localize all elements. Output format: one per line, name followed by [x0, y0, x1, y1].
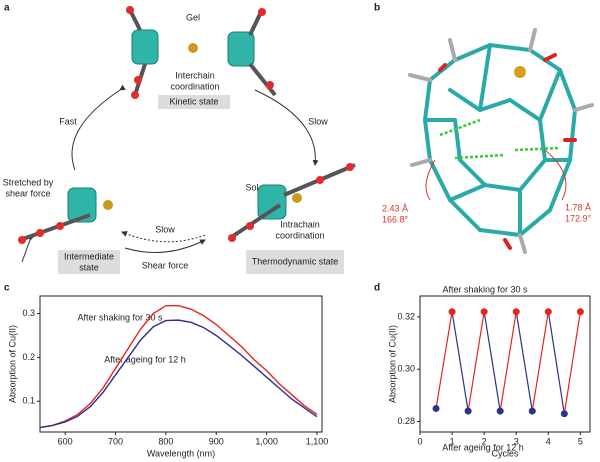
- series-label: After ageing for 12 h: [442, 442, 524, 452]
- y-tick-label: 0.3: [22, 308, 35, 318]
- pointer: [544, 149, 567, 201]
- point: [496, 407, 504, 415]
- y-axis-label: Absorption of Cu(II): [7, 325, 17, 403]
- label: Intrachain: [280, 219, 320, 229]
- x-tick-label: 800: [158, 436, 173, 446]
- point: [576, 308, 584, 316]
- label: Kinetic state: [169, 96, 218, 106]
- x-tick-label: 2: [482, 436, 487, 446]
- arrow: [254, 89, 319, 166]
- x-tick-label: 1,100: [306, 436, 329, 446]
- y-tick-label: 0.32: [397, 311, 415, 321]
- arrow: [124, 239, 206, 253]
- panel-label: a: [4, 3, 10, 14]
- label: Stretched by: [3, 177, 54, 187]
- cylinders: [67, 29, 287, 223]
- point: [560, 410, 568, 418]
- x-tick-label: 5: [578, 436, 583, 446]
- label: 166.8°: [382, 214, 409, 224]
- x-tick-label: 3: [514, 436, 519, 446]
- point: [512, 308, 520, 316]
- series-line: [39, 319, 318, 429]
- y-tick-label: 0.30: [397, 364, 415, 374]
- point: [448, 308, 456, 316]
- x-tick-label: 600: [58, 436, 73, 446]
- label: Interchain: [175, 70, 215, 80]
- label: Fast: [59, 116, 77, 126]
- x-axis-label: Wavelength (nm): [147, 448, 215, 458]
- hydrogens: [408, 28, 594, 254]
- panel-label: d: [374, 283, 380, 294]
- point: [544, 308, 552, 316]
- copper: [514, 66, 526, 78]
- label: Intermediate: [64, 251, 114, 261]
- copper: [103, 43, 302, 210]
- y-tick-label: 0.28: [397, 416, 415, 426]
- point: [528, 407, 536, 415]
- label: Gel: [186, 12, 200, 22]
- x-tick-label: 1,000: [255, 436, 278, 446]
- series-label: After ageing for 12 h: [104, 354, 186, 364]
- y-tick-label: 0.1: [22, 396, 35, 406]
- label-box: [158, 95, 230, 109]
- x-tick-label: 1: [450, 436, 455, 446]
- diagram-b: 2.43 Å 166.8° 1.78 Å 172.9°: [382, 28, 594, 254]
- series-label: After shaking for 30 s: [77, 312, 163, 322]
- label-box: [58, 250, 120, 274]
- panel-label: b: [374, 3, 380, 14]
- beads: [18, 6, 354, 244]
- arrow: [21, 234, 35, 263]
- connector: [515, 311, 533, 412]
- charts: 600 700 800 900 1,000 1,100 0.1 0.2 0.3 Wavelengt…: [7, 284, 591, 458]
- diagram-a: Gel Interchain coordination Kinetic stat…: [3, 6, 356, 274]
- x-tick-label: 700: [108, 436, 123, 446]
- label: Slow: [155, 224, 175, 234]
- x-tick-label: 900: [209, 436, 224, 446]
- panel-label: c: [4, 283, 10, 294]
- label: Shear force: [142, 260, 189, 270]
- point: [432, 404, 440, 412]
- point: [480, 308, 488, 316]
- label: coordination: [275, 230, 324, 240]
- label-box: [246, 250, 344, 274]
- connector: [435, 311, 453, 409]
- point: [464, 407, 472, 415]
- label: Thermodynamic state: [252, 256, 339, 266]
- series-line: [39, 304, 318, 429]
- x-axis-label: Cycles: [491, 448, 519, 458]
- chains: [19, 9, 356, 242]
- label: 172.9°: [565, 213, 592, 223]
- y-axis-label: Absorption of Cu(II): [387, 325, 397, 403]
- connector: [451, 311, 469, 412]
- label: 2.43 Å: [382, 203, 408, 213]
- connector: [547, 311, 565, 414]
- plot-frame: [39, 295, 323, 433]
- label: shear force: [5, 188, 50, 198]
- panel-labels: a b c d: [4, 3, 380, 294]
- connector: [483, 311, 501, 412]
- label: state: [79, 262, 99, 272]
- arrow: [71, 84, 126, 171]
- h-bonds: [439, 118, 561, 160]
- label: coordination: [170, 81, 219, 91]
- arrow: [121, 231, 206, 243]
- series-label: After shaking for 30 s: [442, 284, 528, 294]
- molecule: [422, 42, 578, 238]
- y-tick-label: 0.2: [22, 352, 35, 362]
- connector: [499, 311, 517, 412]
- oxygens: [438, 53, 577, 250]
- label: Slow: [308, 116, 328, 126]
- x-tick-label: 0: [417, 436, 422, 446]
- pointer: [425, 159, 436, 201]
- connector: [563, 311, 581, 414]
- label: Sol: [245, 182, 258, 192]
- label: 1.78 Å: [565, 202, 591, 212]
- connector: [467, 311, 485, 412]
- connector: [531, 311, 549, 412]
- x-tick-label: 4: [546, 436, 551, 446]
- plot-frame: [419, 295, 591, 433]
